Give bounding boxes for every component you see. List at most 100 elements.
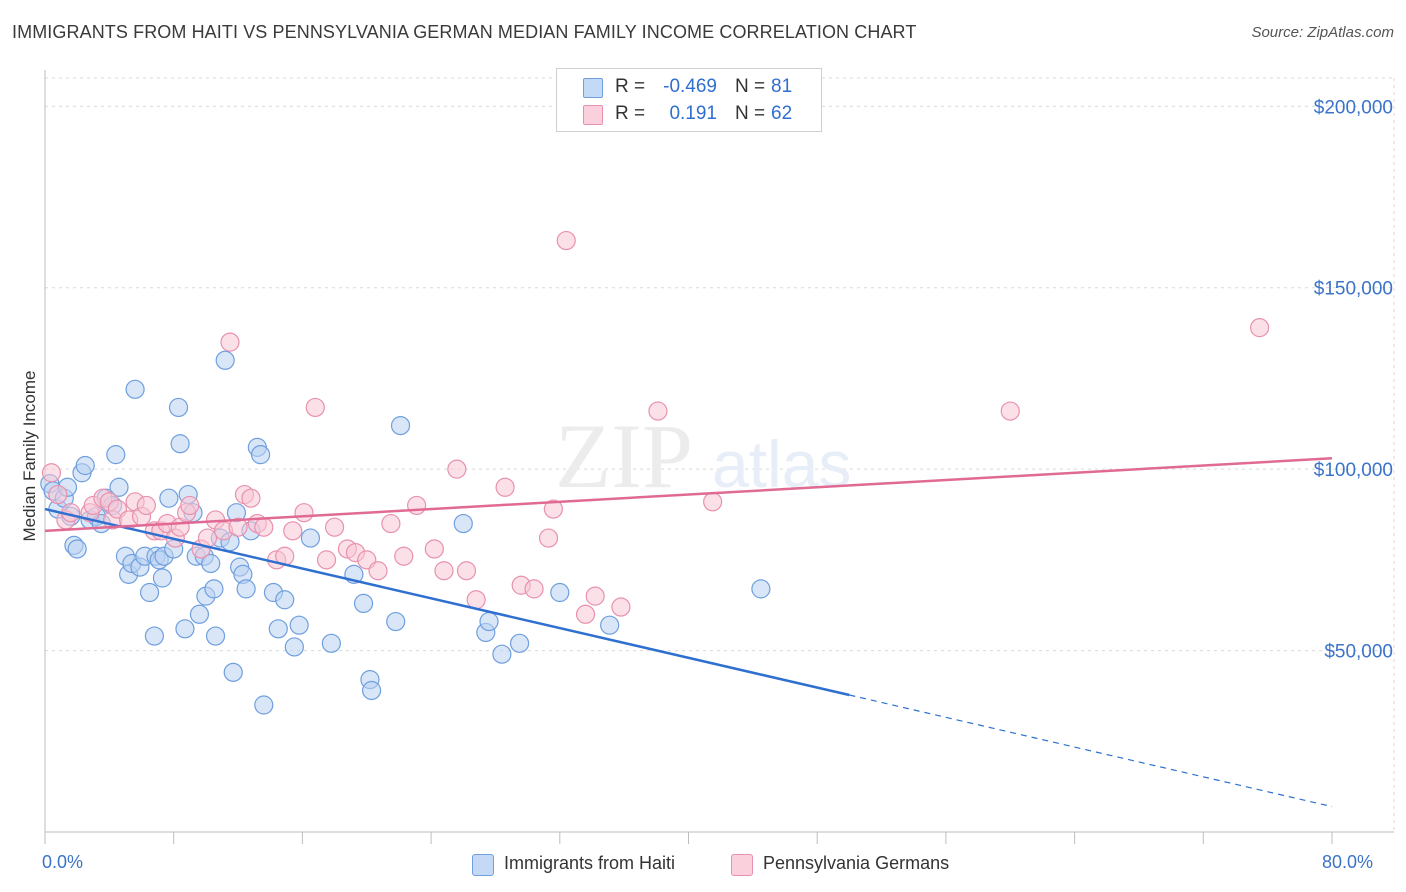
pg-point <box>524 579 544 599</box>
haiti-point <box>215 350 235 370</box>
haiti-point <box>139 582 160 603</box>
pg-point <box>648 401 668 421</box>
pg-point <box>394 546 414 566</box>
pg-point <box>316 550 337 570</box>
chart-source: Source: ZipAtlas.com <box>1251 24 1394 41</box>
haiti-point <box>390 416 411 436</box>
haiti-point <box>284 637 304 657</box>
haiti-point <box>201 553 221 574</box>
x-tick-label-min: 0.0% <box>42 852 84 872</box>
pg-point <box>381 513 401 534</box>
pg-point <box>456 561 477 581</box>
y-tick-label: $150,000 <box>1314 279 1393 300</box>
pg-point <box>434 561 454 581</box>
pg-point <box>1250 318 1270 338</box>
legend-swatch-pg <box>583 105 603 125</box>
pg-point <box>495 477 515 497</box>
pg-point <box>324 517 345 537</box>
pg-point <box>294 503 314 523</box>
haiti-point <box>152 568 173 588</box>
haiti-point <box>254 695 274 715</box>
legend-row-haiti: R = -0.469 N = 81 <box>557 74 821 102</box>
y-tick-label: $50,000 <box>1324 642 1393 663</box>
haiti-trend-line <box>44 507 850 697</box>
legend-n-value: 62 <box>771 103 793 124</box>
y-axis-label: Median Family Income <box>20 370 39 542</box>
pg-point <box>703 492 723 512</box>
pg-point <box>424 539 444 559</box>
haiti-point <box>479 611 499 632</box>
haiti-point <box>175 619 195 639</box>
haiti-point <box>300 528 321 548</box>
pg-point <box>543 499 563 519</box>
legend-n-value: 81 <box>771 76 793 97</box>
haiti-point <box>268 619 288 639</box>
pg-point <box>447 459 467 479</box>
pg-point <box>48 484 68 505</box>
haiti-point <box>223 662 243 682</box>
pg-point <box>305 397 325 418</box>
legend-r-label: R = <box>615 103 646 124</box>
haiti-trend-line-extension <box>849 694 1333 808</box>
pg-point <box>368 561 388 581</box>
legend-n-label: N = <box>735 76 766 97</box>
y-tick-label: $100,000 <box>1314 460 1393 481</box>
haiti-point <box>236 579 256 599</box>
pg-point <box>407 495 427 516</box>
haiti-point <box>168 397 189 418</box>
haiti-point <box>204 579 224 599</box>
haiti-point <box>353 593 374 614</box>
watermark-zip: ZIP <box>555 405 693 507</box>
pg-point <box>41 463 62 483</box>
axes <box>44 70 1394 844</box>
haiti-point <box>205 626 226 646</box>
haiti-point <box>106 445 126 465</box>
legend-r-value: 0.191 <box>669 103 717 124</box>
pg-point <box>241 488 261 508</box>
haiti-point <box>144 626 164 646</box>
haiti-point <box>386 611 406 632</box>
haiti-point <box>361 680 382 701</box>
haiti-point <box>509 633 530 653</box>
pg-point <box>254 517 274 537</box>
bottom-legend-swatch-haiti <box>472 854 494 876</box>
haiti-point <box>250 445 271 465</box>
trend-lines <box>44 457 1333 808</box>
pg-point <box>220 332 240 352</box>
pg-point <box>1000 401 1020 421</box>
haiti-point <box>170 434 190 454</box>
y-tick-label: $200,000 <box>1314 97 1393 118</box>
legend-r-value: -0.469 <box>663 76 717 97</box>
y-tick-labels: $50,000 $100,000 $150,000 $200,000 <box>1314 97 1393 662</box>
pg-point <box>611 597 631 617</box>
bottom-legend-swatch-pg <box>731 854 753 876</box>
haiti-point <box>751 579 771 599</box>
watermark: ZIP atlas <box>555 405 851 507</box>
haiti-point <box>159 488 179 508</box>
haiti-point <box>550 582 570 603</box>
x-tick-label-max: 80.0% <box>1322 852 1374 872</box>
pg-point <box>575 604 596 624</box>
correlation-legend: R = -0.469 N = 81 R = 0.191 N = 62 <box>556 68 822 132</box>
pg-point <box>136 495 156 516</box>
legend-n-label: N = <box>735 103 766 124</box>
pg-point <box>538 528 559 548</box>
legend-swatch-haiti <box>583 78 603 98</box>
haiti-point <box>189 604 210 624</box>
series-pg-points <box>41 230 1270 624</box>
pg-trend-line <box>44 457 1333 533</box>
haiti-point <box>289 615 309 635</box>
haiti-point <box>75 455 95 476</box>
pg-point <box>228 517 248 537</box>
haiti-point <box>109 477 129 497</box>
legend-row-pg: R = 0.191 N = 62 <box>557 101 821 129</box>
pg-point <box>585 586 605 606</box>
haiti-point <box>275 590 295 610</box>
pg-point <box>556 230 576 251</box>
chart-title: IMMIGRANTS FROM HAITI VS PENNSYLVANIA GE… <box>12 22 917 42</box>
haiti-point <box>125 379 145 399</box>
pg-point <box>283 521 303 541</box>
haiti-point <box>600 615 620 635</box>
pg-point <box>180 495 200 516</box>
